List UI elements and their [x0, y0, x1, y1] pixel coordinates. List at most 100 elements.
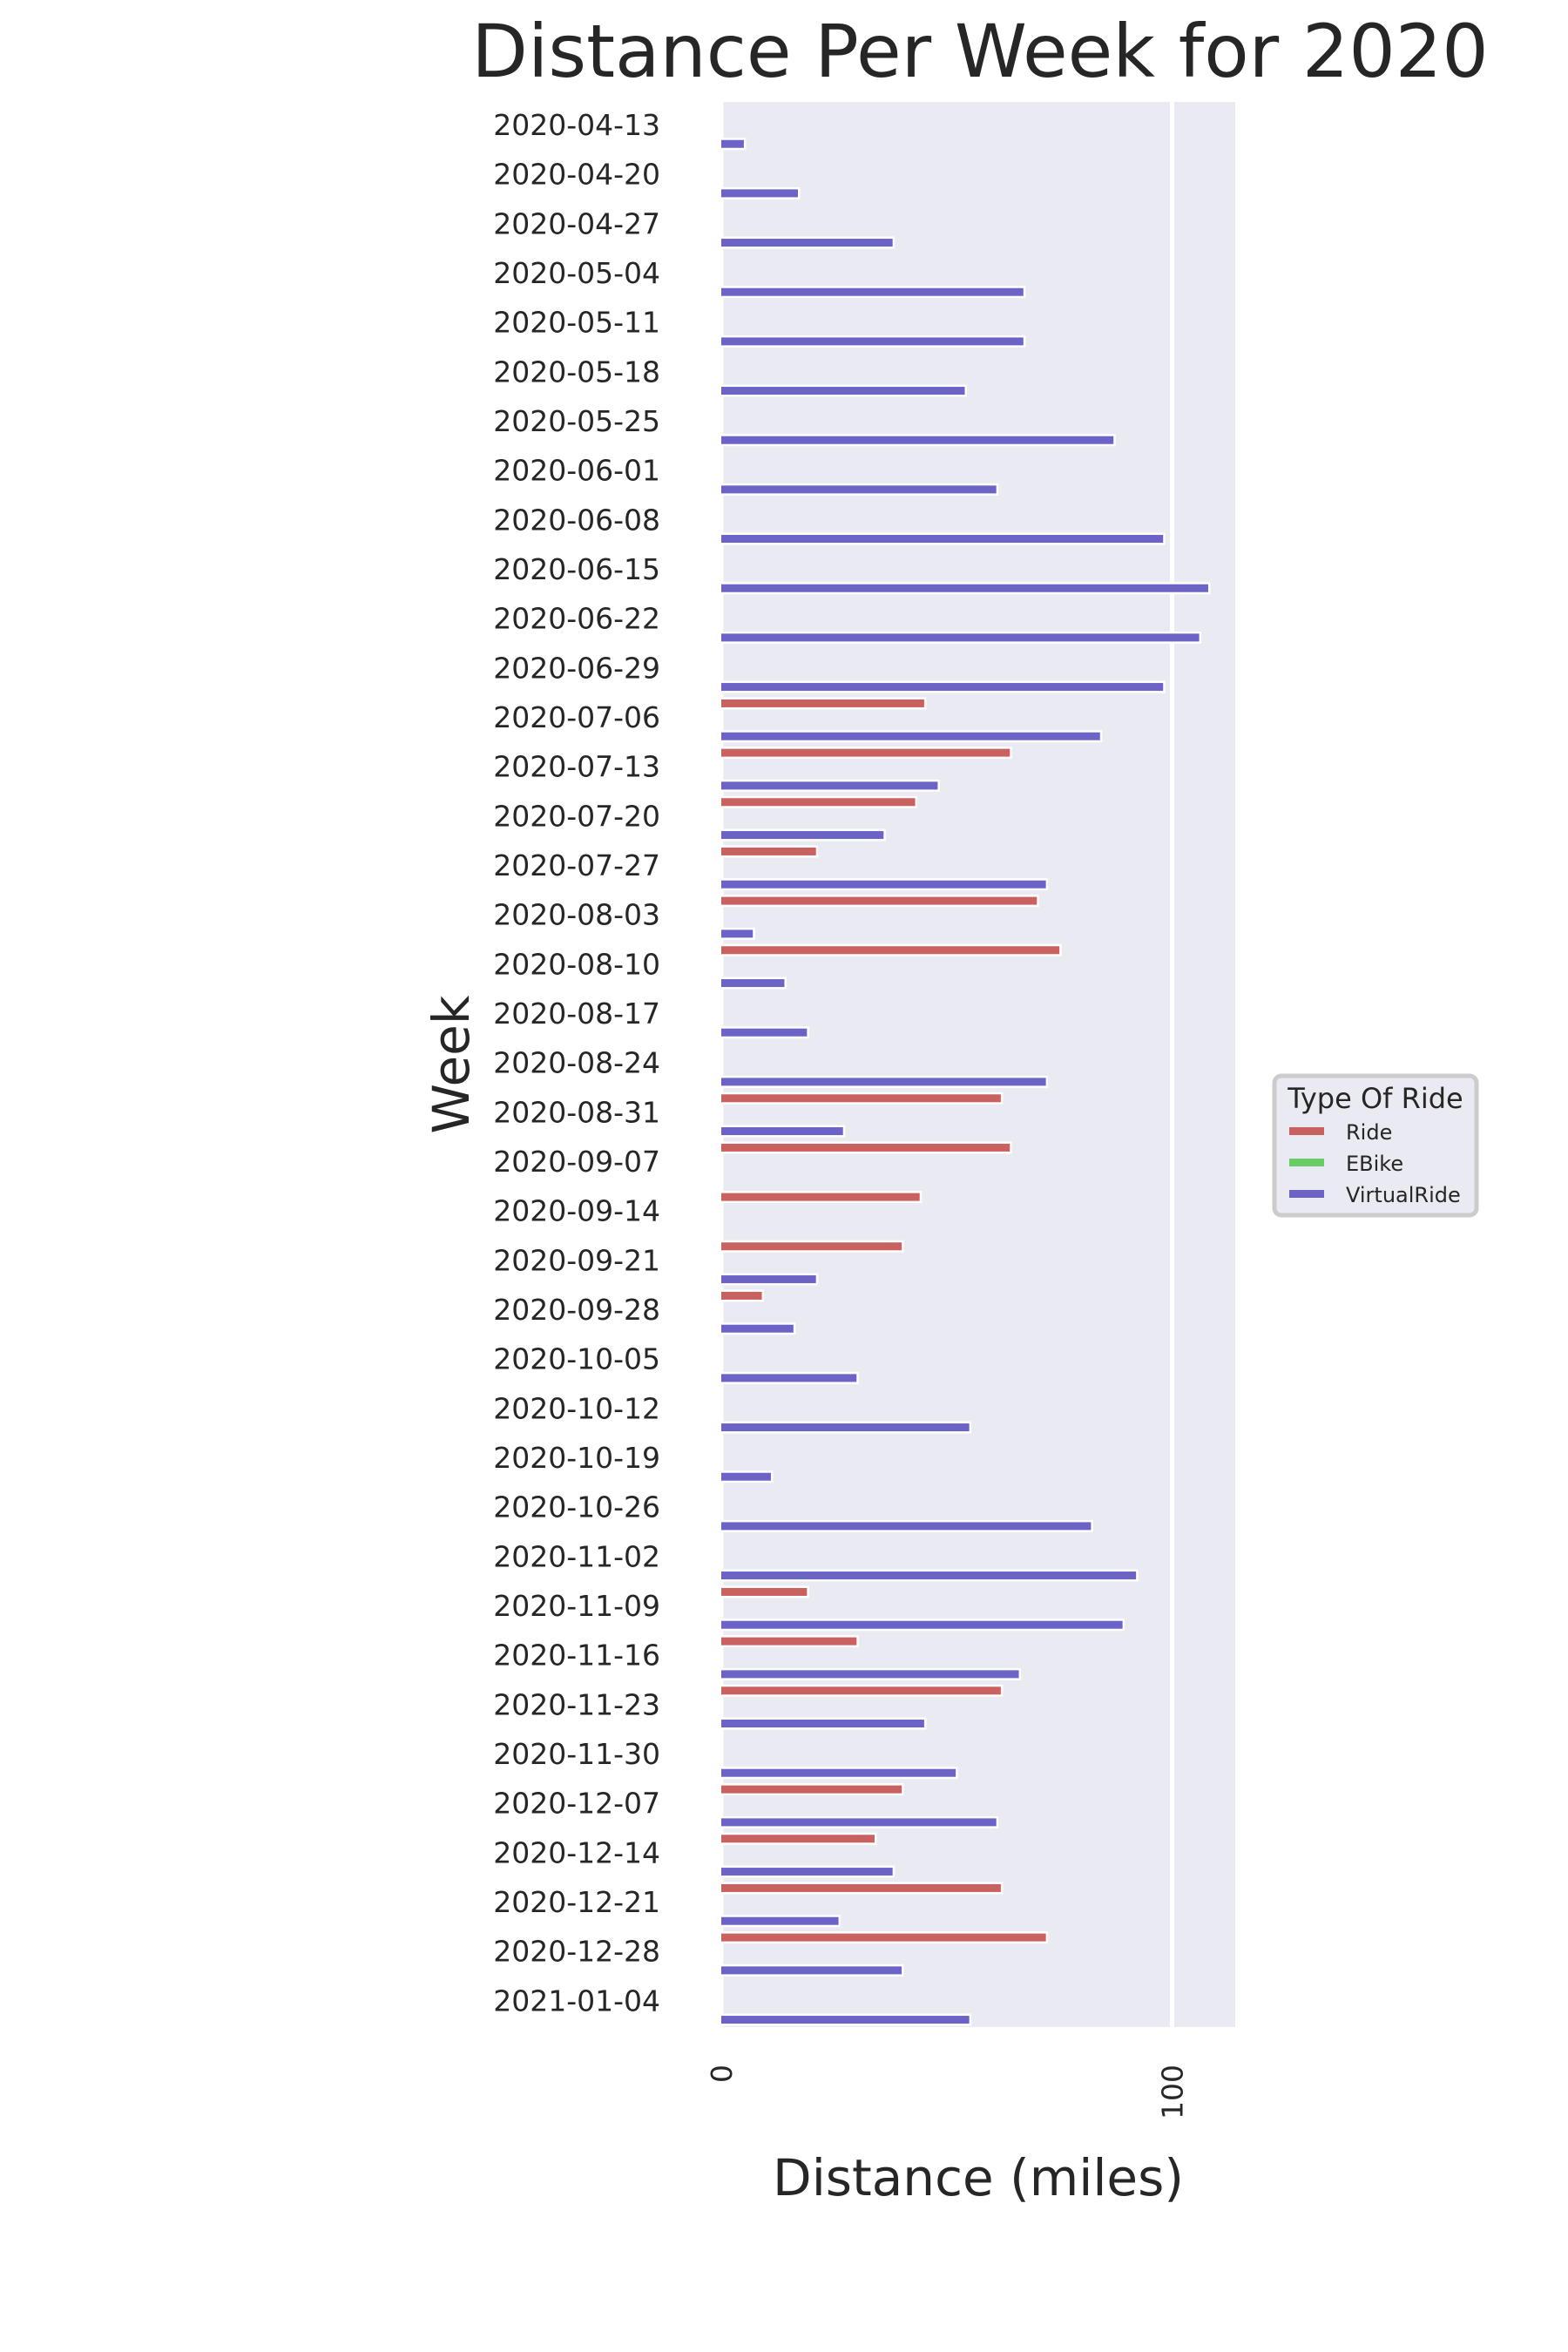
bar-ride-2020-12-21: [719, 1882, 1004, 1895]
plot-area: [721, 102, 1235, 2027]
bar-virtualride-2020-10-19: [719, 1470, 774, 1484]
bar-virtualride-2020-07-27: [719, 878, 1049, 891]
y-tick-label: 2020-05-04: [493, 256, 660, 290]
y-tick-label: 2020-07-20: [493, 799, 660, 833]
bar-virtualride-2020-12-28: [719, 1963, 904, 1977]
bars: [719, 138, 1211, 2026]
y-tick-label: 2020-11-02: [493, 1539, 660, 1573]
bar-ride-2020-07-13: [719, 747, 1012, 760]
y-tick-label: 2020-07-06: [493, 700, 660, 734]
bar-virtualride-2020-07-13: [719, 779, 940, 792]
bar-virtualride-2021-01-04: [719, 2013, 972, 2026]
bar-virtualride-2020-12-14: [719, 1865, 896, 1878]
bar-virtualride-2020-08-03: [719, 927, 755, 940]
chart-title: Distance Per Week for 2020: [471, 9, 1488, 94]
y-tick-label: 2020-04-27: [493, 206, 660, 240]
bar-virtualride-2020-06-22: [719, 631, 1202, 644]
bar-ride-2020-09-28: [719, 1289, 765, 1302]
bar-virtualride-2020-08-17: [719, 1026, 809, 1039]
y-tick-label: 2020-06-29: [493, 651, 660, 685]
y-tick-label: 2020-08-17: [493, 997, 660, 1031]
bar-ride-2020-09-14: [719, 1191, 923, 1204]
bar-virtualride-2020-08-31: [719, 1125, 846, 1138]
y-tick-label: 2020-12-21: [493, 1885, 660, 1919]
bar-virtualride-2020-08-24: [719, 1075, 1049, 1088]
y-tick-label: 2020-07-13: [493, 750, 660, 784]
y-tick-label: 2020-11-16: [493, 1639, 660, 1673]
y-tick-label: 2020-10-05: [493, 1342, 660, 1376]
y-tick-label: 2020-05-18: [493, 355, 660, 389]
bar-ride-2020-11-23: [719, 1684, 1004, 1697]
y-tick-label: 2020-11-09: [493, 1589, 660, 1623]
y-tick-label: 2020-07-27: [493, 848, 660, 882]
y-tick-label: 2020-05-11: [493, 306, 660, 340]
y-tick-label: 2021-01-04: [493, 1984, 660, 2017]
bar-virtualride-2020-05-18: [719, 384, 967, 397]
bar-virtualride-2020-12-07: [719, 1815, 999, 1828]
y-tick-label: 2020-08-03: [493, 898, 660, 932]
legend-label-ride: Ride: [1346, 1120, 1392, 1145]
bar-virtualride-2020-04-20: [719, 186, 801, 199]
legend-box: [1272, 1073, 1479, 1218]
y-tick-label: 2020-09-28: [493, 1293, 660, 1327]
y-tick-labels: 2020-04-13 2020-04-20 2020-04-27 2020-05-04…: [493, 108, 660, 2017]
y-tick-label: 2020-09-21: [493, 1243, 660, 1277]
bar-virtualride-2020-11-23: [719, 1717, 927, 1730]
y-tick-label: 2020-10-19: [493, 1441, 660, 1475]
bar-virtualride-2020-11-09: [719, 1619, 1125, 1632]
bar-virtualride-2020-04-13: [719, 138, 747, 151]
bar-virtualride-2020-06-15: [719, 582, 1211, 595]
legend: Type Of Ride Ride EBike VirtualRide: [1272, 1073, 1479, 1218]
bar-virtualride-2020-07-06: [719, 730, 1103, 743]
bar-ride-2020-08-03: [719, 895, 1039, 908]
legend-swatch-virtualride: [1289, 1190, 1324, 1198]
y-tick-label: 2020-05-25: [493, 404, 660, 438]
bar-virtualride-2020-06-08: [719, 532, 1166, 545]
y-tick-label: 2020-09-14: [493, 1194, 660, 1228]
y-tick-label: 2020-10-26: [493, 1490, 660, 1524]
bar-virtualride-2020-11-02: [719, 1569, 1139, 1582]
bar-virtualride-2020-11-30: [719, 1767, 958, 1780]
bar-ride-2020-09-21: [719, 1240, 904, 1253]
bar-ride-2020-07-20: [719, 795, 918, 808]
y-tick-label: 2020-11-23: [493, 1687, 660, 1721]
bar-virtualride-2020-11-16: [719, 1667, 1022, 1680]
bar-ride-2020-12-07: [719, 1783, 904, 1796]
x-tick-labels: 0 100: [705, 2065, 1190, 2119]
x-axis-title: Distance (miles): [773, 2148, 1184, 2207]
bar-ride-2020-11-09: [719, 1585, 809, 1598]
bar-virtualride-2020-09-28: [719, 1322, 796, 1335]
y-tick-label: 2020-10-12: [493, 1391, 660, 1425]
bar-virtualride-2020-10-12: [719, 1421, 972, 1434]
bar-virtualride-2020-05-25: [719, 434, 1116, 447]
y-tick-label: 2020-08-10: [493, 947, 660, 981]
bar-virtualride-2020-05-04: [719, 286, 1026, 299]
y-tick-label: 2020-11-30: [493, 1737, 660, 1771]
y-tick-label: 2020-12-07: [493, 1787, 660, 1821]
y-tick-label: 2020-04-13: [493, 108, 660, 142]
bar-virtualride-2020-10-05: [719, 1371, 859, 1384]
legend-label-virtualride: VirtualRide: [1346, 1183, 1461, 1207]
bar-ride-2020-07-06: [719, 697, 927, 710]
legend-title: Type Of Ride: [1287, 1082, 1463, 1115]
bar-ride-2020-07-27: [719, 845, 819, 858]
y-tick-label: 2020-09-07: [493, 1145, 660, 1179]
y-tick-label: 2020-12-14: [493, 1835, 660, 1869]
bar-ride-2020-09-07: [719, 1141, 1012, 1154]
grid-lines: [719, 102, 1175, 2027]
x-tick-label: 0: [705, 2065, 739, 2083]
legend-label-ebike: EBike: [1346, 1152, 1403, 1176]
bar-ride-2020-11-16: [719, 1635, 859, 1648]
y-tick-label: 2020-12-28: [493, 1935, 660, 1969]
bar-ride-2020-08-10: [719, 943, 1062, 956]
bar-virtualride-2020-07-20: [719, 828, 886, 841]
bar-virtualride-2020-05-11: [719, 335, 1026, 348]
bar-ride-2020-08-31: [719, 1092, 1004, 1105]
y-tick-label: 2020-06-15: [493, 552, 660, 586]
y-tick-label: 2020-08-24: [493, 1046, 660, 1080]
bar-virtualride-2020-09-21: [719, 1273, 819, 1286]
y-tick-label: 2020-06-01: [493, 454, 660, 488]
y-tick-label: 2020-06-22: [493, 602, 660, 636]
y-axis-title: Week: [422, 995, 481, 1133]
